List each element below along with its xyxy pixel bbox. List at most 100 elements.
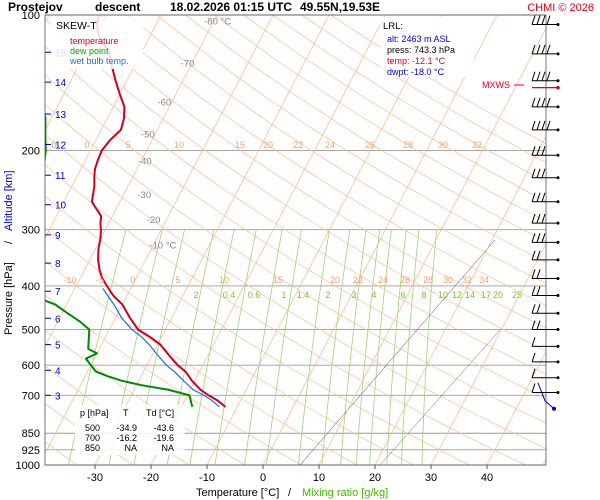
wind-barb-dot [556, 153, 560, 157]
wind-barb-feather [536, 213, 541, 224]
dry-adiabat-line [45, 74, 546, 399]
adiabat-label: 32 [472, 140, 482, 150]
adiabat-label: 28 [423, 275, 433, 285]
temperature-tick-label: 30 [425, 472, 437, 484]
wind-barb-feather [536, 168, 541, 178]
wind-barb-feather [536, 120, 541, 131]
wind-barb [531, 168, 560, 180]
dry-adiabat-line [156, 15, 546, 263]
mixing-ratio-label: 2 [193, 290, 198, 300]
wind-barb-dot [552, 406, 556, 411]
table-cell: -43.6 [153, 423, 174, 433]
wind-barb-dot [556, 176, 560, 180]
axes-ticks: 1002003004005006007008509251000345678910… [16, 10, 494, 484]
wind-barb-feather [536, 233, 541, 243]
mixing-ratio-line [340, 229, 367, 465]
wind-barb-feather [536, 146, 541, 156]
adiabat-label: 26 [400, 275, 410, 285]
wind-barb [531, 192, 560, 204]
y-axis-labels: Pressure [hPa] / Altitude [km] [3, 170, 15, 335]
wind-barb-feather [541, 97, 546, 108]
altitude-tick-label: 12 [55, 141, 67, 152]
wind-barb-feather [531, 269, 536, 279]
lrl-temp: temp: -12.1 °C [387, 56, 446, 66]
wind-barb-dot [556, 200, 560, 204]
dry-adiabat-line [45, 18, 546, 352]
adiabat-label: 34 [479, 275, 489, 285]
isotherm-line [318, 27, 546, 465]
profile-series [45, 16, 227, 408]
wind-barb-feather [531, 368, 536, 378]
mixing-ratio-line [386, 229, 407, 465]
adiabat-label: 10 [219, 275, 229, 285]
series-wet-bulb-temp-line [102, 288, 220, 408]
temperature-tick-label: -10 [199, 472, 215, 484]
mxws-barb-dot [556, 85, 560, 90]
wind-barb-feather [531, 146, 536, 156]
wind-barb-feather [531, 233, 536, 243]
temperature-tick-label: -20 [143, 472, 159, 484]
pressure-grid [45, 14, 546, 466]
wind-barb-feather [541, 44, 546, 55]
wind-barb-feather [541, 71, 546, 81]
header-datetime: 18.02.2026 01:15 UTC [170, 0, 292, 14]
mixing-ratio-label: 20 [493, 290, 503, 300]
isotherm-line [45, 15, 274, 455]
header-station: Prostejov [8, 0, 63, 14]
temperature-tick-label: 40 [481, 472, 493, 484]
x-axis-label-mixing: Mixing ratio [g/kg] [302, 487, 388, 499]
mixing-ratio-line [214, 229, 257, 465]
series-temperature-line [90, 16, 227, 408]
mixing-ratio-line [189, 229, 235, 465]
wind-barb-dot [556, 258, 560, 262]
isotherm-label: -50 [141, 129, 155, 140]
wind-barb-feather [546, 97, 551, 108]
adiabat-label: 20 [330, 275, 340, 285]
wind-barbs [531, 15, 560, 411]
wind-barb-dot [556, 52, 560, 56]
wind-barb [531, 320, 560, 332]
isotherm-label: -80 °C [204, 17, 231, 28]
y-axis-label-altitude: Altitude [km] [3, 170, 15, 231]
dry-adiabat-line [45, 103, 546, 424]
wind-barb-feather [541, 192, 546, 202]
wind-barb-feather [536, 269, 541, 279]
altitude-tick-label: 8 [55, 259, 61, 270]
wind-barb-dot [556, 240, 560, 244]
pressure-tick-label: 500 [22, 325, 40, 337]
wind-barb-feather [531, 352, 536, 363]
wind-barb-dot [556, 79, 560, 83]
wind-barb-dot [556, 221, 560, 225]
mixing-ratio-line [355, 229, 381, 465]
pressure-tick-label: 925 [22, 445, 40, 457]
table-cell: 850 [85, 443, 100, 453]
temperature-tick-label: 20 [369, 472, 381, 484]
adiabat-label: 24 [325, 140, 335, 150]
wind-barb [531, 383, 560, 394]
adiabat-label: 0 [84, 140, 89, 150]
mixing-ratio-label: 17 [481, 290, 491, 300]
table-cell: NA [124, 443, 137, 453]
legend-box [51, 17, 143, 69]
adiabat-label: 5 [125, 140, 130, 150]
wind-barb-feather [531, 192, 536, 202]
mixing-ratio-line [401, 229, 420, 465]
table-cell: -34.9 [116, 423, 137, 433]
wind-barb-dot [556, 376, 560, 380]
isotherm-label: -40 [138, 157, 152, 168]
wind-barb-feather [541, 15, 546, 25]
mixing-ratio-line [266, 229, 302, 465]
lrl-press: press: 743.3 hPa [387, 45, 455, 55]
wind-barb-feather [536, 286, 541, 296]
dry-adiabat-line [45, 403, 134, 465]
altitude-tick-label: 14 [55, 78, 67, 89]
isotherm-label: -70 [181, 58, 195, 69]
legend-wet-bulb: wet bulb temp. [69, 56, 129, 66]
mixing-ratio-line [244, 229, 283, 465]
wind-barb-dot [556, 128, 560, 132]
dry-adiabat-line [45, 294, 302, 465]
plot-area [45, 15, 546, 465]
adiabat-label: 15 [235, 140, 245, 150]
pressure-tick-label: 200 [22, 145, 40, 157]
